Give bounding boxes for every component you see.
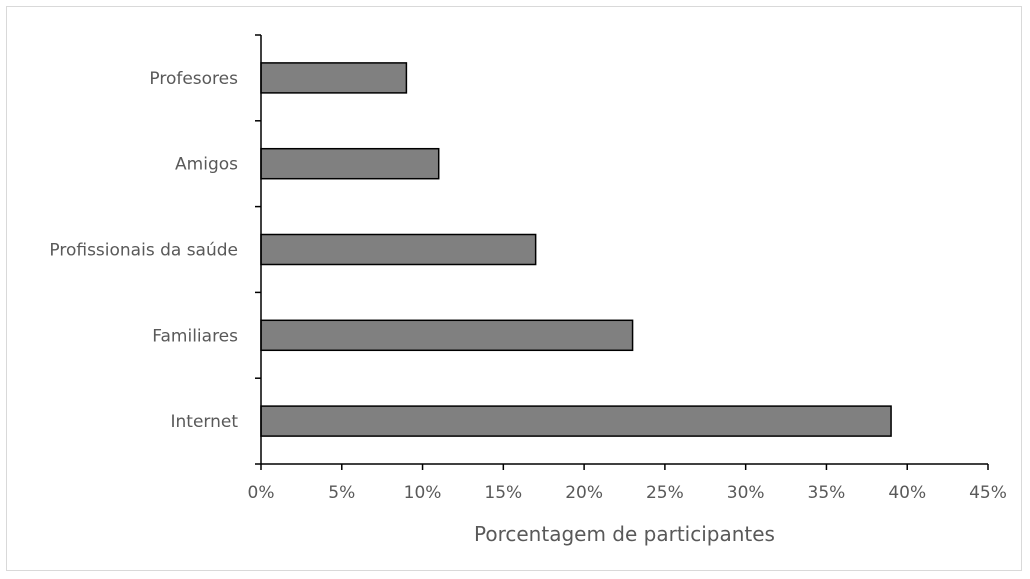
chart-frame bbox=[6, 6, 1022, 571]
labels-group: Internet Familiares Profissionais da saúde… bbox=[49, 69, 1007, 503]
axes-group bbox=[255, 34, 989, 470]
category-label-1: Familiares bbox=[152, 326, 238, 346]
bar-3 bbox=[260, 147, 440, 180]
category-label-3: Amigos bbox=[175, 155, 238, 175]
x-tick-label-4: 20% bbox=[565, 483, 603, 503]
x-tick-label-0: 0% bbox=[248, 483, 275, 503]
bar-0 bbox=[260, 405, 892, 437]
x-tick-label-2: 10% bbox=[404, 483, 442, 503]
x-tick-label-5: 25% bbox=[646, 483, 684, 503]
category-label-0: Internet bbox=[170, 412, 238, 432]
x-tick-label-8: 40% bbox=[888, 483, 926, 503]
category-label-2: Profissionais da saúde bbox=[49, 241, 238, 261]
x-tick-label-9: 45% bbox=[969, 483, 1007, 503]
x-axis-title: Porcentagem de participantes bbox=[474, 522, 775, 546]
bar-1 bbox=[260, 319, 634, 352]
x-tick-label-6: 30% bbox=[727, 483, 765, 503]
x-tick-label-7: 35% bbox=[808, 483, 846, 503]
category-label-4: Profesores bbox=[149, 69, 238, 89]
x-tick-label-3: 15% bbox=[484, 483, 522, 503]
bar-4 bbox=[260, 62, 408, 94]
x-tick-label-1: 5% bbox=[328, 483, 355, 503]
bars-group bbox=[260, 62, 892, 437]
bar-2 bbox=[260, 233, 537, 266]
